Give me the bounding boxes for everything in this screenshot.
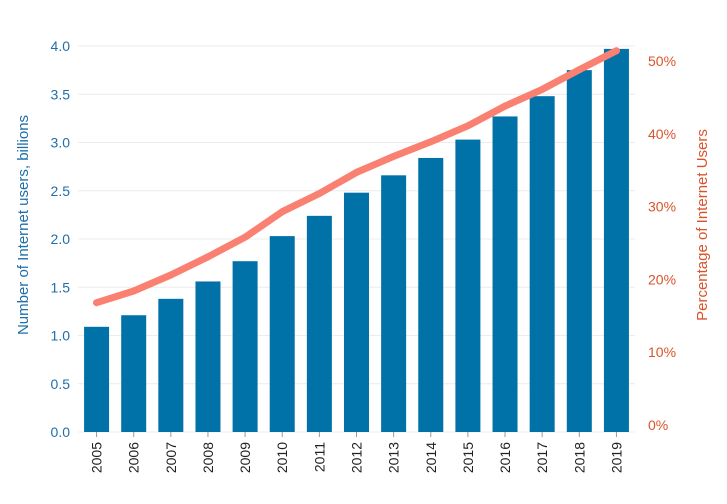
left-tick-label: 2.5 [51, 183, 71, 199]
left-tick-label: 3.5 [51, 86, 71, 102]
left-tick-label: 1.5 [51, 279, 71, 295]
bar-2018 [566, 70, 592, 432]
x-tick-label: 2018 [571, 442, 587, 473]
left-axis-ticks: 0.0 0.5 1.0 1.5 2.0 2.5 3.0 3.5 4.0 [51, 38, 71, 440]
bar-2016 [492, 116, 518, 432]
right-tick-label: 0% [648, 417, 668, 433]
left-tick-label: 3.0 [51, 135, 71, 151]
x-tick-label: 2011 [311, 442, 327, 472]
line-point-2018 [575, 66, 583, 74]
x-tick-label: 2014 [423, 442, 439, 473]
bar-2011 [306, 215, 332, 432]
x-tick-label: 2009 [237, 442, 253, 473]
bar-2014 [418, 157, 444, 432]
right-tick-label: 40% [648, 126, 676, 142]
line-point-2008 [204, 253, 212, 261]
line-point-2010 [278, 208, 286, 216]
x-tick-label: 2006 [126, 442, 142, 473]
left-tick-label: 1.0 [51, 328, 71, 344]
bar-2013 [381, 175, 407, 432]
x-tick-label: 2015 [460, 442, 476, 473]
line-point-2007 [167, 271, 175, 279]
bar-2008 [195, 281, 221, 432]
bar-2009 [232, 261, 258, 432]
right-tick-label: 30% [648, 199, 676, 215]
x-axis-ticks: 2005 2006 2007 2008 2009 2010 2011 2012 2013 2014… [89, 432, 624, 473]
right-tick-label: 20% [648, 271, 676, 287]
line-point-2006 [130, 287, 138, 295]
bar-2010 [269, 236, 295, 432]
bar-2017 [529, 96, 555, 433]
x-tick-label: 2013 [386, 442, 402, 473]
line-point-2015 [464, 122, 472, 130]
bar-series [84, 48, 629, 433]
bar-2015 [455, 139, 481, 433]
x-tick-label: 2016 [497, 442, 513, 473]
x-tick-label: 2007 [163, 442, 179, 473]
x-tick-label: 2005 [89, 442, 105, 473]
left-tick-label: 2.0 [51, 231, 71, 247]
bar-2007 [158, 298, 184, 432]
x-tick-label: 2017 [534, 442, 550, 473]
left-tick-label: 4.0 [51, 38, 71, 54]
bar-2005 [84, 326, 110, 432]
line-point-2009 [241, 233, 249, 241]
bar-2006 [121, 315, 147, 432]
bar-2012 [344, 192, 369, 432]
line-point-2017 [538, 85, 546, 93]
line-point-2005 [93, 299, 101, 307]
bar-2019 [603, 48, 629, 433]
line-point-2014 [427, 138, 435, 146]
left-axis-title: Number of Internet users, billions [15, 115, 32, 335]
line-series [93, 47, 620, 307]
x-tick-label: 2019 [608, 442, 624, 473]
right-axis-title: Percentage of Internet Users [694, 129, 711, 321]
line-point-2013 [390, 152, 398, 160]
line-point-2012 [353, 168, 360, 176]
left-tick-label: 0.5 [51, 376, 71, 392]
right-axis-ticks: 0% 10% 20% 30% 40% 50% [648, 53, 676, 433]
left-tick-label: 0.0 [51, 424, 71, 440]
line-point-2011 [315, 189, 323, 197]
x-tick-label: 2008 [200, 442, 216, 473]
right-tick-label: 50% [648, 53, 676, 69]
x-tick-label: 2010 [274, 442, 290, 473]
line-point-2019 [612, 47, 620, 55]
x-tick-label: 2012 [349, 442, 365, 473]
right-tick-label: 10% [648, 344, 676, 360]
line-point-2016 [501, 102, 509, 110]
